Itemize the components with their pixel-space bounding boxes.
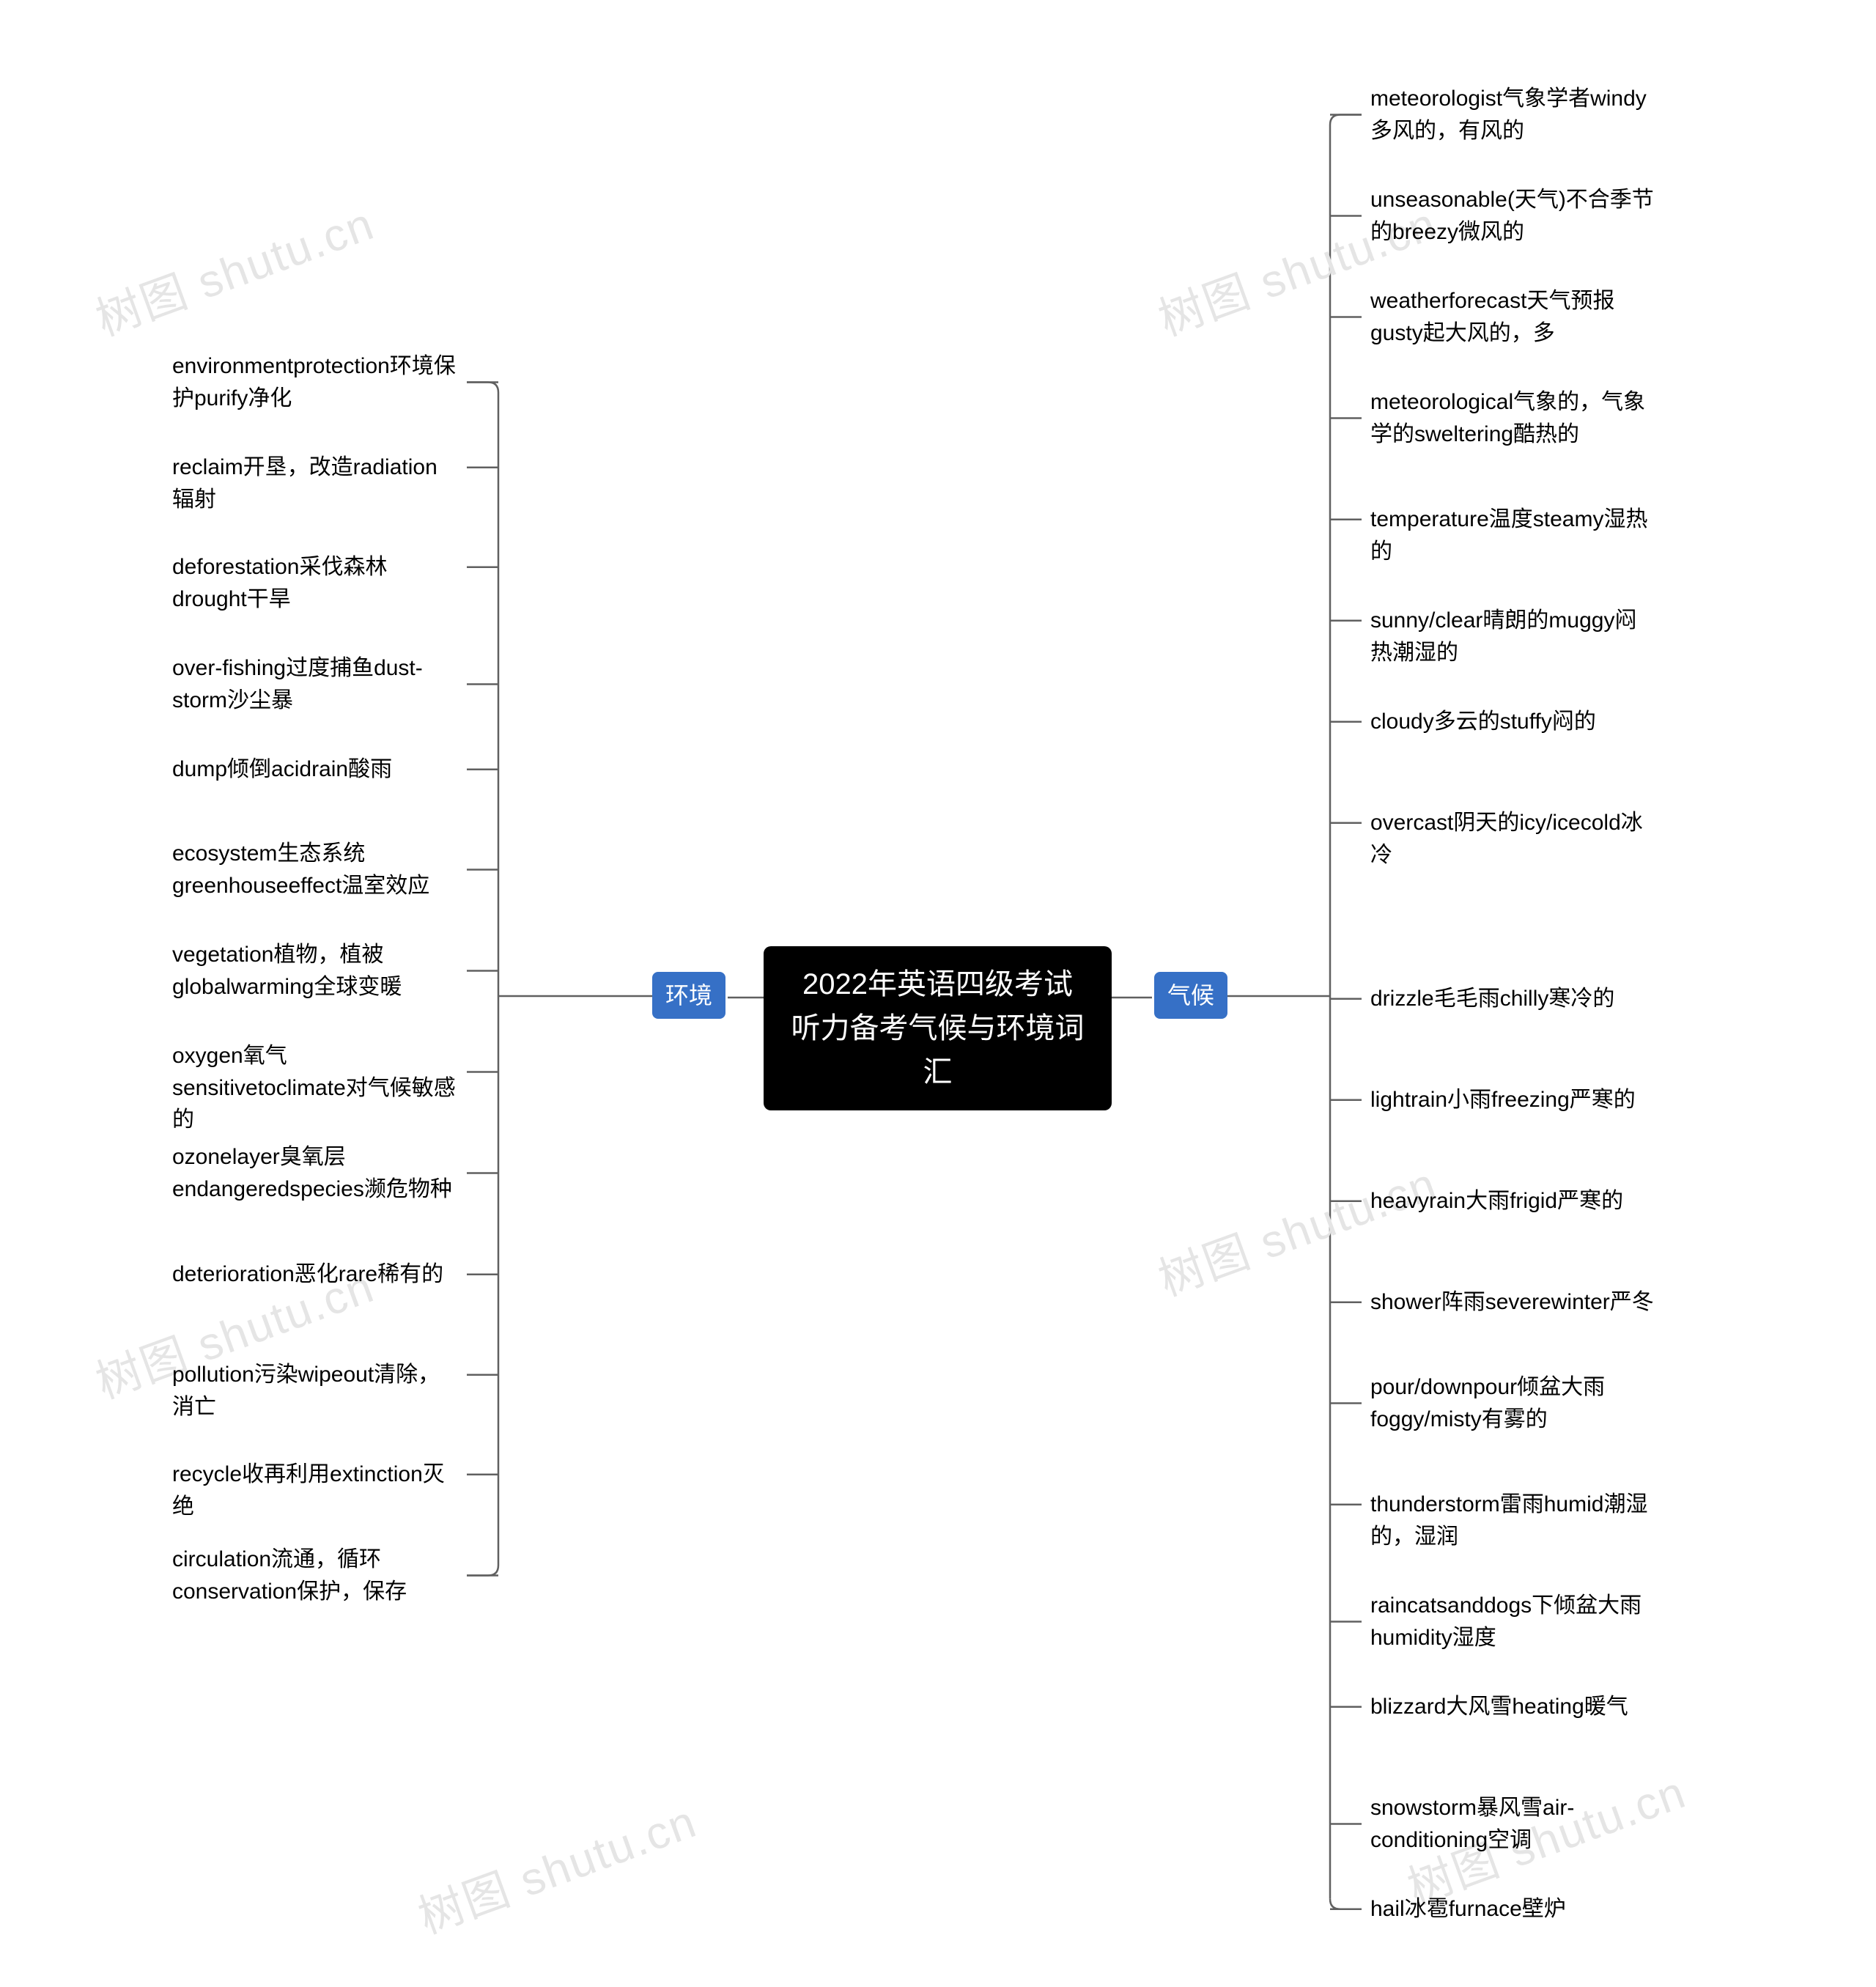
branch-environment: 环境 <box>652 972 725 1019</box>
leaf-climate-item: blizzard大风雪heating暖气 <box>1370 1691 1656 1723</box>
leaf-environment-item: ecosystem生态系统greenhouseeffect温室效应 <box>172 838 458 902</box>
center-node: 2022年英语四级考试听力备考气候与环境词汇 <box>764 946 1112 1110</box>
watermark: 树图 shutu.cn <box>408 1785 704 1947</box>
leaf-environment-item: oxygen氧气sensitivetoclimate对气候敏感的 <box>172 1040 458 1136</box>
leaf-climate-item: shower阵雨severewinter严冬 <box>1370 1286 1656 1319</box>
leaf-climate-item: hail冰雹furnace壁炉 <box>1370 1893 1656 1925</box>
leaf-environment-item: deforestation采伐森林drought干旱 <box>172 551 458 615</box>
leaf-environment-item: ozonelayer臭氧层endangeredspecies濒危物种 <box>172 1141 458 1205</box>
leaf-environment-item: dump倾倒acidrain酸雨 <box>172 753 458 786</box>
leaf-climate-item: meteorologist气象学者windy多风的，有风的 <box>1370 83 1656 147</box>
leaf-climate-item: weatherforecast天气预报gusty起大风的，多 <box>1370 285 1656 349</box>
leaf-environment-item: circulation流通，循环conservation保护，保存 <box>172 1544 458 1607</box>
leaf-climate-item: temperature温度steamy湿热的 <box>1370 504 1656 567</box>
leaf-climate-item: sunny/clear晴朗的muggy闷热潮湿的 <box>1370 605 1656 668</box>
leaf-environment-item: recycle收再利用extinction灭绝 <box>172 1459 458 1522</box>
leaf-climate-item: meteorological气象的，气象学的sweltering酷热的 <box>1370 386 1656 450</box>
leaf-climate-item: overcast阴天的icy/icecold冰冷 <box>1370 807 1656 871</box>
leaf-climate-item: heavyrain大雨frigid严寒的 <box>1370 1185 1656 1217</box>
leaf-climate-item: pour/downpour倾盆大雨foggy/misty有雾的 <box>1370 1371 1656 1435</box>
leaf-climate-item: drizzle毛毛雨chilly寒冷的 <box>1370 983 1656 1015</box>
watermark: 树图 shutu.cn <box>86 187 382 349</box>
leaf-environment-item: deterioration恶化rare稀有的 <box>172 1258 458 1291</box>
watermark: 树图 shutu.cn <box>1148 1147 1444 1309</box>
mindmap-canvas: 2022年英语四级考试听力备考气候与环境词汇 环境 气候 树图 shutu.cn… <box>0 0 1876 1987</box>
leaf-climate-item: lightrain小雨freezing严寒的 <box>1370 1084 1656 1116</box>
leaf-environment-item: reclaim开垦，改造radiation辐射 <box>172 451 458 515</box>
leaf-climate-item: cloudy多云的stuffy闷的 <box>1370 706 1656 738</box>
leaf-climate-item: snowstorm暴风雪air-conditioning空调 <box>1370 1792 1656 1856</box>
leaf-climate-item: raincatsanddogs下倾盆大雨humidity湿度 <box>1370 1590 1656 1654</box>
leaf-environment-item: environmentprotection环境保护purify净化 <box>172 350 458 414</box>
leaf-environment-item: vegetation植物，植被globalwarming全球变暖 <box>172 939 458 1003</box>
leaf-climate-item: unseasonable(天气)不合季节的breezy微风的 <box>1370 184 1656 248</box>
leaf-climate-item: thunderstorm雷雨humid潮湿的，湿润 <box>1370 1489 1656 1552</box>
branch-climate: 气候 <box>1154 972 1227 1019</box>
leaf-environment-item: over-fishing过度捕鱼dust-storm沙尘暴 <box>172 652 458 716</box>
leaf-environment-item: pollution污染wipeout清除，消亡 <box>172 1359 458 1423</box>
